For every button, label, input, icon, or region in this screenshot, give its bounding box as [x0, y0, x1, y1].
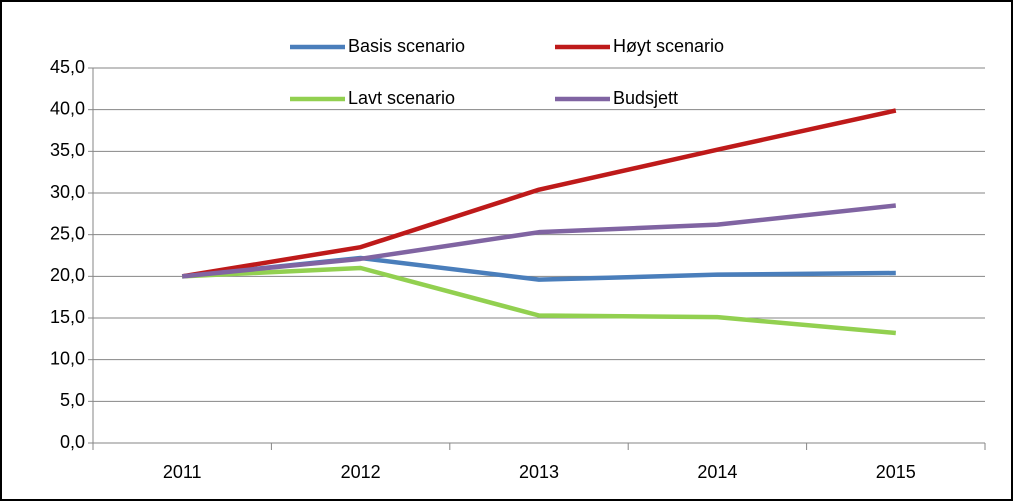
- x-tick-label: 2015: [876, 462, 916, 482]
- legend-label: Lavt scenario: [348, 88, 455, 108]
- x-tick-label: 2014: [697, 462, 737, 482]
- y-tick-label: 0,0: [60, 432, 85, 452]
- x-tick-label: 2013: [519, 462, 559, 482]
- legend-label: Budsjett: [613, 88, 678, 108]
- y-tick-label: 35,0: [50, 140, 85, 160]
- y-tick-label: 20,0: [50, 265, 85, 285]
- series-line: [182, 265, 896, 336]
- y-tick-label: 25,0: [50, 223, 85, 243]
- series-line: [181, 108, 897, 279]
- series-line: [181, 203, 897, 279]
- y-tick-label: 40,0: [50, 98, 85, 118]
- x-tick-label: 2011: [163, 462, 202, 482]
- x-tick-label: 2012: [341, 462, 381, 482]
- y-tick-label: 15,0: [50, 307, 85, 327]
- y-tick-label: 5,0: [60, 390, 85, 410]
- y-tick-label: 10,0: [50, 348, 85, 368]
- legend-label: Basis scenario: [348, 36, 465, 56]
- legend-label: Høyt scenario: [613, 36, 724, 56]
- y-tick-label: 30,0: [50, 182, 85, 202]
- y-tick-label: 45,0: [50, 57, 85, 77]
